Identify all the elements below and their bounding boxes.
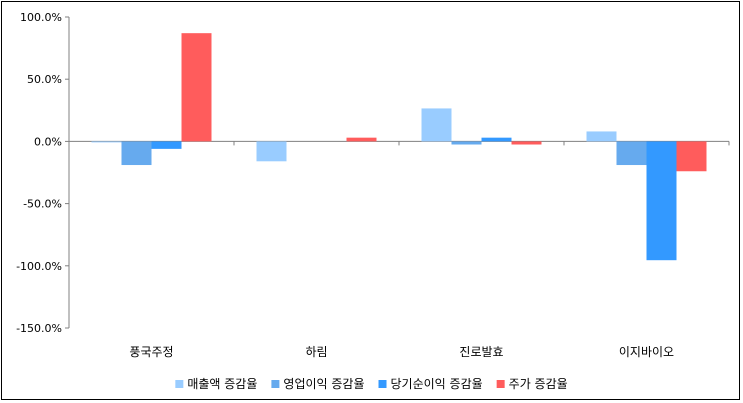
legend-swatch: [175, 380, 184, 388]
legend: 매출액 증감율 영업이익 증감율 당기순이익 증감율 주가 증감율: [175, 377, 568, 391]
legend-item: 당기순이익 증감율: [378, 377, 483, 391]
legend-swatch: [378, 380, 387, 388]
category-label: 이지바이오: [619, 345, 674, 359]
bar: [181, 33, 212, 142]
bar: [511, 141, 542, 145]
category-label: 진로발효: [459, 345, 503, 359]
legend-item: 주가 증감율: [496, 377, 568, 391]
y-tick-label: -100.0%: [16, 260, 62, 273]
legend-swatch: [271, 380, 280, 388]
legend-label: 주가 증감율: [509, 377, 568, 391]
axis-labels: 100.0% 50.0% 0.0% -50.0% -100.0% -150.0% 풍국주정 하…: [16, 11, 674, 359]
y-tick-label: 0.0%: [34, 135, 62, 148]
y-tick-label: -150.0%: [16, 322, 62, 335]
bar: [586, 131, 617, 142]
legend-label: 당기순이익 증감율: [391, 377, 483, 391]
bar: [121, 141, 152, 166]
legend-item: 매출액 증감율: [175, 377, 257, 391]
legend-swatch: [496, 380, 505, 388]
y-tick-label: 100.0%: [20, 11, 62, 24]
bar: [346, 137, 377, 142]
bar: [91, 141, 122, 143]
bar: [421, 108, 452, 142]
bars: [91, 33, 707, 261]
legend-item: 영업이익 증감율: [271, 377, 365, 391]
legend-label: 영업이익 증감율: [283, 377, 364, 391]
y-tick-label: 50.0%: [27, 73, 62, 86]
legend-label: 매출액 증감율: [187, 377, 257, 391]
axes: [65, 16, 730, 329]
bar: [451, 141, 482, 145]
bar: [151, 141, 182, 149]
bar: [616, 141, 647, 166]
bar: [676, 141, 707, 172]
y-tick-label: -50.0%: [23, 198, 62, 211]
category-label: 하림: [305, 345, 327, 359]
bar: [256, 141, 287, 162]
bar: [481, 137, 512, 142]
category-label: 풍국주정: [129, 345, 173, 359]
bar: [646, 141, 677, 261]
